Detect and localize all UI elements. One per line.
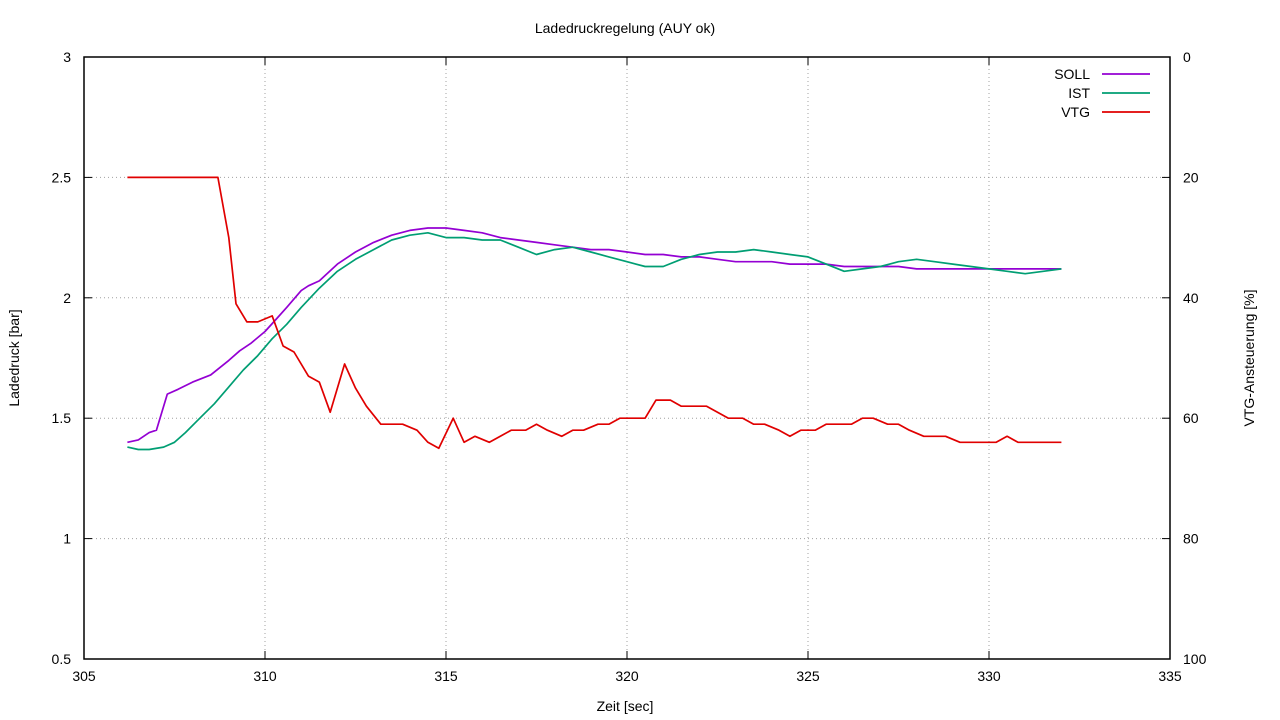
y-axis-label: Ladedruck [bar] — [6, 309, 22, 406]
x-tick-label: 335 — [1158, 668, 1182, 684]
y-tick-label: 2.5 — [52, 169, 72, 185]
legend: SOLL IST VTG — [1054, 66, 1150, 120]
legend-label-vtg: VTG — [1061, 104, 1090, 120]
x-tick-label: 310 — [253, 668, 277, 684]
y2-tick-label: 40 — [1183, 290, 1199, 306]
series-lines — [127, 176, 1062, 451]
y-tick-label: 0.5 — [52, 651, 72, 667]
y2-tick-label: 80 — [1183, 531, 1199, 547]
grid — [84, 57, 1170, 659]
legend-label-soll: SOLL — [1054, 66, 1090, 82]
series-line-ist — [127, 231, 1062, 451]
y-tick-label: 3 — [63, 49, 71, 65]
y-tick-label: 2 — [63, 290, 71, 306]
y2-tick-label: 0 — [1183, 49, 1191, 65]
y-tick-label: 1.5 — [52, 410, 72, 426]
y2-tick-label: 100 — [1183, 651, 1207, 667]
x-tick-label: 325 — [796, 668, 820, 684]
x-tick-label: 315 — [434, 668, 458, 684]
x-tick-label: 305 — [72, 668, 96, 684]
y2-tick-label: 60 — [1183, 410, 1199, 426]
chart-title: Ladedruckregelung (AUY ok) — [535, 20, 715, 36]
legend-label-ist: IST — [1068, 85, 1090, 101]
ticks: 305 310 315 320 325 330 335 0.5 1 1.5 2 2.5 3 100 80 60… — [52, 49, 1207, 684]
x-tick-label: 330 — [977, 668, 1001, 684]
y2-tick-label: 20 — [1183, 169, 1199, 185]
series-line-vtg — [127, 176, 1062, 450]
y-tick-label: 1 — [63, 531, 71, 547]
series-line-soll — [127, 227, 1062, 444]
x-tick-label: 320 — [615, 668, 639, 684]
y2-axis-label: VTG-Ansteuerung [%] — [1241, 290, 1257, 427]
x-axis-label: Zeit [sec] — [597, 698, 654, 714]
